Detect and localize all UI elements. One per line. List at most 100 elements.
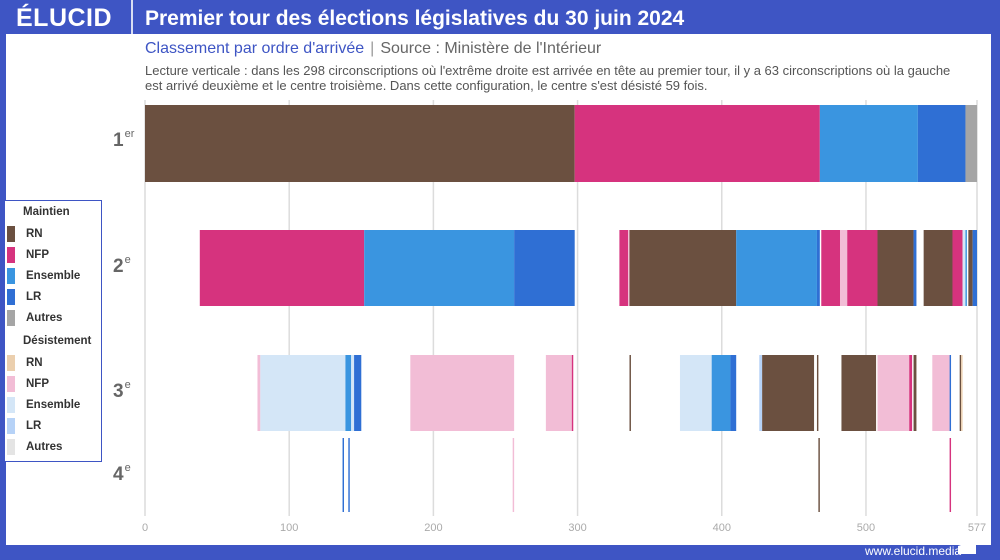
- bar-segment-nfp: [949, 438, 952, 512]
- legend-item-desistement-rn: RN: [7, 355, 43, 371]
- x-tick-label: 577: [968, 522, 986, 534]
- x-tick-label: 0: [142, 522, 148, 534]
- bar-segment-lr: [972, 230, 977, 306]
- subtitle: Classement par ordre d'arrivée | Source : …: [145, 40, 601, 58]
- rank-label-3: 3e: [113, 379, 131, 402]
- bar-segment-rn: [816, 355, 819, 431]
- reading-note: Lecture verticale : dans les 298 circons…: [145, 63, 951, 93]
- header-divider: [131, 0, 133, 34]
- bar-segment-nfp: [909, 355, 913, 431]
- bar-segment-rn: [923, 230, 953, 306]
- bar-segment-lr: [816, 230, 820, 306]
- bar-segment-rn: [913, 355, 917, 431]
- bar-segment-ens-desistement: [679, 355, 712, 431]
- bar-segment-lr: [917, 105, 966, 182]
- bar-segment-rn: [762, 355, 815, 431]
- legend-swatch: [7, 355, 15, 371]
- bar-segment-nfp-desistement: [840, 230, 848, 306]
- legend-title-maintien: Maintien: [23, 206, 70, 218]
- legend-label: LR: [26, 291, 42, 303]
- x-tick-label: 100: [280, 522, 298, 534]
- legend-swatch: [7, 397, 15, 413]
- bar-segment-ens-desistement: [962, 230, 966, 306]
- bar-segment-rn: [818, 438, 820, 512]
- elucid-mark-icon: [958, 540, 976, 554]
- legend-item-desistement-lr: LR: [7, 418, 41, 434]
- bar-segment-lr: [354, 355, 362, 431]
- legend-item-desistement-autres: Autres: [7, 439, 62, 455]
- x-tick-label: 400: [713, 522, 731, 534]
- legend-swatch: [7, 289, 15, 305]
- bar-segment-nfp-desistement: [410, 355, 515, 431]
- bar-segment-nfp-desistement: [545, 355, 572, 431]
- bar-segment-nfp: [571, 355, 574, 431]
- bar-segment-nfp: [199, 230, 365, 306]
- bar-segment-nfp-desistement: [628, 230, 630, 306]
- bar-segment-lr-desistement: [759, 355, 763, 431]
- legend-title-desistement: Désistement: [23, 335, 92, 347]
- bar-segment-nfp: [574, 105, 820, 182]
- bar-segment-ens: [364, 230, 515, 306]
- legend-swatch: [7, 226, 15, 242]
- bar-segment-lr: [730, 355, 737, 431]
- legend-item-desistement-ensemble: Ensemble: [7, 397, 80, 413]
- legend: Maintien RN NFP Ensemble LR Autres Désistement…: [4, 200, 102, 462]
- bar-segment-ens: [736, 230, 817, 306]
- subtitle-divider: |: [370, 40, 375, 57]
- x-tick-label: 300: [568, 522, 586, 534]
- elucid-logo: ÉLUCID: [16, 4, 113, 32]
- bar-segment-nfp-desistement: [257, 355, 261, 431]
- legend-swatch: [7, 376, 15, 392]
- rank-label-1: 1er: [113, 128, 135, 151]
- bar-segment-nfp-desistement: [877, 355, 910, 431]
- bar-segment-rn: [145, 105, 575, 182]
- subtitle-main: Classement par ordre d'arrivée: [145, 40, 365, 57]
- x-tick-label: 500: [857, 522, 875, 534]
- bar-segment-aut: [965, 105, 977, 182]
- bar-segment-ens: [345, 355, 352, 431]
- legend-swatch: [7, 418, 15, 434]
- bar-segment-rn: [841, 355, 877, 431]
- footer-url[interactable]: www.elucid.media: [865, 544, 962, 558]
- legend-label: NFP: [26, 249, 49, 261]
- bar-segment-rn: [877, 230, 914, 306]
- legend-item-maintien-rn: RN: [7, 226, 43, 242]
- bar-segment-ens: [711, 355, 731, 431]
- bar-segment-rn: [629, 355, 631, 431]
- legend-item-maintien-autres: Autres: [7, 310, 62, 326]
- legend-swatch: [7, 310, 15, 326]
- x-tick-label: 200: [424, 522, 442, 534]
- bar-segment-rn: [629, 230, 737, 306]
- legend-item-maintien-lr: LR: [7, 289, 41, 305]
- bar-segment-nfp-desistement: [932, 355, 950, 431]
- rank-label-4: 4e: [113, 462, 131, 485]
- bar-segment-ens-desistement: [351, 355, 355, 431]
- bar-segment-nfp: [619, 230, 629, 306]
- rank-label-2: 2e: [113, 254, 131, 277]
- legend-label: RN: [26, 228, 43, 240]
- bar-segment-nfp: [847, 230, 878, 306]
- bar-segment-nfp: [821, 230, 841, 306]
- legend-label: Autres: [26, 312, 63, 324]
- bar-segment-nfp: [952, 230, 963, 306]
- page-title: Premier tour des élections législatives …: [145, 7, 685, 30]
- bar-segment-ens-desistement: [260, 355, 346, 431]
- bar-segment-rn: [968, 230, 973, 306]
- legend-item-maintien-ensemble: Ensemble: [7, 268, 80, 284]
- bar-segment-lr: [342, 438, 344, 512]
- legend-swatch: [7, 268, 15, 284]
- bar-segment-rn-desistement: [961, 355, 963, 431]
- bar-segment-lr: [514, 230, 575, 306]
- bar-segment-rn: [959, 355, 962, 431]
- legend-label: NFP: [26, 378, 49, 390]
- legend-label: Ensemble: [26, 399, 81, 411]
- legend-label: Ensemble: [26, 270, 81, 282]
- legend-label: Autres: [26, 441, 63, 453]
- bar-segment-ens: [819, 105, 918, 182]
- legend-label: RN: [26, 357, 43, 369]
- legend-swatch: [7, 247, 15, 263]
- bar-segment-nfp-desistement: [512, 438, 515, 512]
- legend-item-maintien-nfp: NFP: [7, 247, 49, 263]
- bar-segment-lr: [949, 355, 952, 431]
